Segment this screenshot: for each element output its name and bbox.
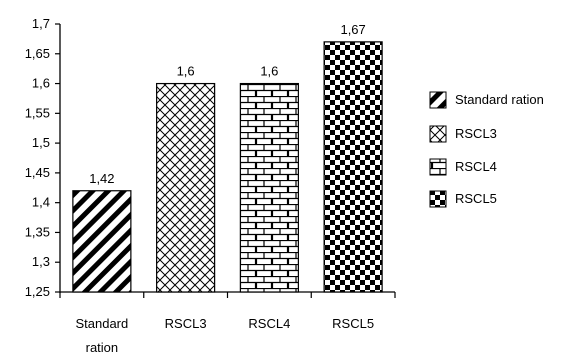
x-tick-label: RSCL4 bbox=[248, 316, 290, 331]
data-label: 1,67 bbox=[340, 22, 365, 37]
legend-label: Standard ration bbox=[455, 92, 544, 107]
x-axis: Standard ration RSCL3 RSCL4 RSCL5 bbox=[59, 291, 396, 355]
x-tick-label: ration bbox=[86, 340, 119, 355]
y-tick-label: 1,65 bbox=[25, 46, 50, 61]
y-tick-label: 1,6 bbox=[32, 76, 50, 91]
bar-standard-ration bbox=[72, 190, 132, 293]
legend-swatch bbox=[429, 91, 447, 109]
y-tick-label: 1,7 bbox=[32, 16, 50, 31]
legend-swatch bbox=[429, 158, 447, 176]
bar-rscl4 bbox=[239, 82, 299, 293]
y-tick-label: 1,4 bbox=[32, 195, 50, 210]
bar-rscl3 bbox=[156, 82, 216, 293]
legend-label: RSCL4 bbox=[455, 159, 497, 174]
legend: Standard ration RSCL3 RSCL4 RSCL5 bbox=[429, 91, 544, 208]
y-tick-label: 1,55 bbox=[25, 105, 50, 120]
bars: 1,42 1,6 1,6 1,67 bbox=[72, 22, 383, 293]
data-label: 1,6 bbox=[177, 64, 195, 79]
y-axis: 1,25 1,3 1,35 1,4 1,45 1,5 1,55 1,6 1,65 1,7 bbox=[25, 16, 61, 299]
y-tick-label: 1,35 bbox=[25, 224, 50, 239]
bar-rscl5 bbox=[323, 41, 383, 293]
legend-label: RSCL5 bbox=[455, 191, 497, 206]
x-tick-label: Standard bbox=[75, 316, 128, 331]
x-tick-label: RSCL3 bbox=[165, 316, 207, 331]
y-tick-label: 1,5 bbox=[32, 135, 50, 150]
y-tick-label: 1,25 bbox=[25, 284, 50, 299]
data-label: 1,42 bbox=[89, 171, 114, 186]
legend-swatch bbox=[429, 125, 447, 143]
y-tick-label: 1,45 bbox=[25, 165, 50, 180]
x-tick-label: RSCL5 bbox=[332, 316, 374, 331]
legend-label: RSCL3 bbox=[455, 126, 497, 141]
legend-swatch bbox=[429, 190, 447, 208]
data-label: 1,6 bbox=[260, 64, 278, 79]
y-tick-label: 1,3 bbox=[32, 254, 50, 269]
